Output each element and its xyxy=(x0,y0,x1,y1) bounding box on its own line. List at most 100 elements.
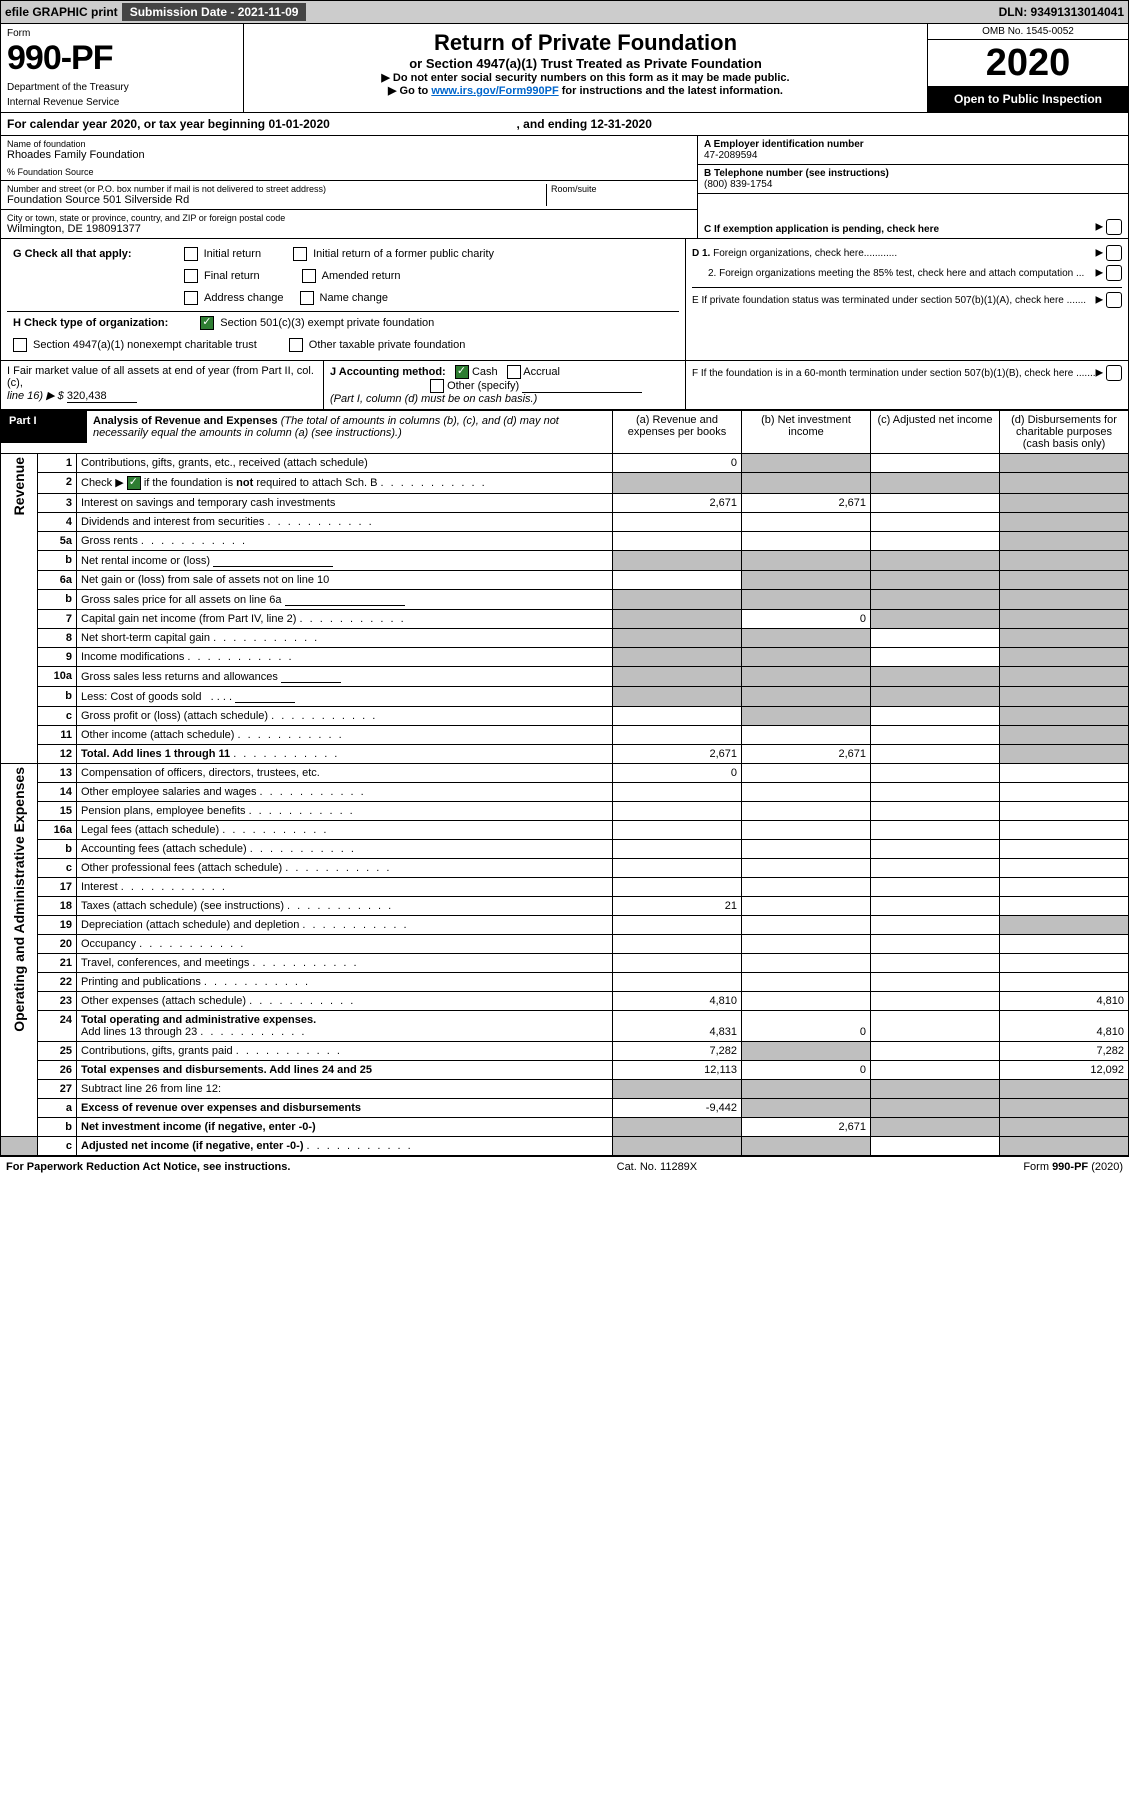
l24-d: 4,810 xyxy=(1000,1011,1129,1042)
g-o2: Initial return of a former public charit… xyxy=(313,248,494,260)
l3-b: 2,671 xyxy=(742,494,871,513)
name-change-cb[interactable] xyxy=(300,291,314,305)
row-2: 2 Check ▶ if the foundation is not requi… xyxy=(1,473,1129,494)
row-25: 25Contributions, gifts, grants paid 7,28… xyxy=(1,1042,1129,1061)
g-row3: Address change Name change xyxy=(7,287,679,309)
d2-text: 2. Foreign organizations meeting the 85%… xyxy=(692,268,1084,279)
f-text: F If the foundation is in a 60-month ter… xyxy=(692,368,1096,379)
row-12: 12Total. Add lines 1 through 11 2,6712,6… xyxy=(1,745,1129,764)
d1-cb[interactable] xyxy=(1106,245,1122,261)
l12-b: 2,671 xyxy=(742,745,871,764)
opex-side-label: Operating and Administrative Expenses xyxy=(11,767,27,1032)
part1-title: Analysis of Revenue and Expenses xyxy=(93,415,278,427)
l27a-desc: Excess of revenue over expenses and disb… xyxy=(77,1099,613,1118)
l12-desc: Total. Add lines 1 through 11 xyxy=(77,745,613,764)
final-return-cb[interactable] xyxy=(184,269,198,283)
row-16a: 16aLegal fees (attach schedule) xyxy=(1,821,1129,840)
opts-right: D 1. Foreign organizations, check here..… xyxy=(685,239,1128,360)
c-arrow: ▶ xyxy=(1096,219,1122,235)
amended-cb[interactable] xyxy=(302,269,316,283)
part1-table: Part I Analysis of Revenue and Expenses … xyxy=(0,410,1129,1156)
schb-cb[interactable] xyxy=(127,476,141,490)
initial-return-cb[interactable] xyxy=(184,247,198,261)
501c3-cb[interactable] xyxy=(200,316,214,330)
g-o3: Final return xyxy=(204,270,260,282)
g-label: G Check all that apply: xyxy=(13,248,132,260)
e-text: E If private foundation status was termi… xyxy=(692,295,1086,306)
city-cell: City or town, state or province, country… xyxy=(1,210,697,238)
l25-d: 7,282 xyxy=(1000,1042,1129,1061)
l3-desc: Interest on savings and temporary cash i… xyxy=(77,494,613,513)
row-5a: 5aGross rents xyxy=(1,532,1129,551)
j-cash: Cash xyxy=(472,366,498,378)
row-16b: bAccounting fees (attach schedule) xyxy=(1,840,1129,859)
other-specify-cb[interactable] xyxy=(430,379,444,393)
c-checkbox[interactable] xyxy=(1106,219,1122,235)
l2-desc: Check ▶ if the foundation is not require… xyxy=(77,473,613,494)
e-cb[interactable] xyxy=(1106,292,1122,308)
part1-header-row: Part I Analysis of Revenue and Expenses … xyxy=(1,411,1129,454)
f-cb[interactable] xyxy=(1106,365,1122,381)
footer-left: For Paperwork Reduction Act Notice, see … xyxy=(6,1161,290,1173)
col-a-hdr: (a) Revenue and expenses per books xyxy=(613,411,742,454)
instr-goto: ▶ Go to www.irs.gov/Form990PF for instru… xyxy=(250,84,921,97)
foundation-info: Name of foundation Rhoades Family Founda… xyxy=(0,136,1129,239)
j-other: Other (specify) xyxy=(447,380,519,392)
h-row2: Section 4947(a)(1) nonexempt charitable … xyxy=(7,334,679,356)
l22-desc: Printing and publications xyxy=(77,973,613,992)
footer: For Paperwork Reduction Act Notice, see … xyxy=(0,1156,1129,1177)
row-7: 7Capital gain net income (from Part IV, … xyxy=(1,610,1129,629)
l10a-desc: Gross sales less returns and allowances xyxy=(77,667,613,687)
row-6a: 6aNet gain or (loss) from sale of assets… xyxy=(1,571,1129,590)
4947-cb[interactable] xyxy=(13,338,27,352)
row-5b: bNet rental income or (loss) xyxy=(1,551,1129,571)
ein-value: 47-2089594 xyxy=(704,150,1122,161)
address-change-cb[interactable] xyxy=(184,291,198,305)
opts-left: G Check all that apply: Initial return I… xyxy=(1,239,685,360)
form990pf-link[interactable]: www.irs.gov/Form990PF xyxy=(431,85,558,97)
l15-desc: Pension plans, employee benefits xyxy=(77,802,613,821)
c-cell: C If exemption application is pending, c… xyxy=(698,194,1128,238)
tel-value: (800) 839-1754 xyxy=(704,179,1122,190)
header-left: Form 990-PF Department of the Treasury I… xyxy=(1,24,244,112)
l23-d: 4,810 xyxy=(1000,992,1129,1011)
l25-desc: Contributions, gifts, grants paid xyxy=(77,1042,613,1061)
name-label: Name of foundation xyxy=(7,139,691,149)
l27b-b: 2,671 xyxy=(742,1118,871,1137)
l23-a: 4,810 xyxy=(613,992,742,1011)
i-label: I Fair market value of all assets at end… xyxy=(7,365,314,389)
l3-a: 2,671 xyxy=(613,494,742,513)
g-o6: Name change xyxy=(320,292,389,304)
d2-cb[interactable] xyxy=(1106,265,1122,281)
header-center: Return of Private Foundation or Section … xyxy=(244,24,927,112)
i-cell: I Fair market value of all assets at end… xyxy=(1,361,324,409)
cash-cb[interactable] xyxy=(455,365,469,379)
city-value: Wilmington, DE 198091377 xyxy=(7,223,691,235)
open-to-public: Open to Public Inspection xyxy=(928,86,1128,112)
initial-former-cb[interactable] xyxy=(293,247,307,261)
col-b-hdr: (b) Net investment income xyxy=(742,411,871,454)
l17-desc: Interest xyxy=(77,878,613,897)
ein-label: A Employer identification number xyxy=(704,139,1122,150)
l1-a: 0 xyxy=(613,454,742,473)
other-taxable-cb[interactable] xyxy=(289,338,303,352)
ij-block: I Fair market value of all assets at end… xyxy=(0,361,1129,410)
omb-number: OMB No. 1545-0052 xyxy=(928,24,1128,40)
header-right: OMB No. 1545-0052 2020 Open to Public In… xyxy=(927,24,1128,112)
col-c-hdr: (c) Adjusted net income xyxy=(871,411,1000,454)
instr-ssn: ▶ Do not enter social security numbers o… xyxy=(250,71,921,84)
accrual-cb[interactable] xyxy=(507,365,521,379)
form-label: Form xyxy=(7,28,237,39)
submission-date-label: Submission Date - 2021-11-09 xyxy=(122,3,307,21)
row-27b: bNet investment income (if negative, ent… xyxy=(1,1118,1129,1137)
foundation-name: Rhoades Family Foundation xyxy=(7,149,691,161)
footer-center: Cat. No. 11289X xyxy=(617,1161,698,1173)
row-1: Revenue 1Contributions, gifts, grants, e… xyxy=(1,454,1129,473)
col-d-hdr: (d) Disbursements for charitable purpose… xyxy=(1000,411,1129,454)
l16a-desc: Legal fees (attach schedule) xyxy=(77,821,613,840)
row-26: 26Total expenses and disbursements. Add … xyxy=(1,1061,1129,1080)
l9-desc: Income modifications xyxy=(77,648,613,667)
part1-label: Part I xyxy=(1,411,87,443)
row-17: 17Interest xyxy=(1,878,1129,897)
care-of: % Foundation Source xyxy=(7,167,691,177)
